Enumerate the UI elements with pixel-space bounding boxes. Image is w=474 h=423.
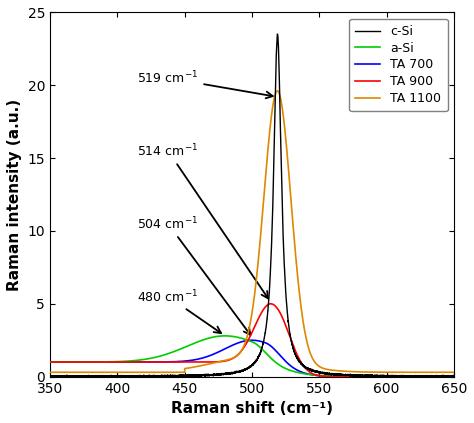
a-Si [379,374,385,379]
TA 700 [120,360,126,365]
Legend: c-Si, a-Si, TA 700, TA 900, TA 1100: c-Si, a-Si, TA 700, TA 900, TA 1100 [349,19,447,111]
TA 1100 [379,370,385,375]
TA 1100 [274,88,280,93]
a-Si [290,368,295,374]
TA 900 [47,360,53,365]
c-Si [310,368,316,373]
TA 1100 [201,363,207,368]
c-Si [120,373,126,378]
TA 1100 [451,370,457,375]
TA 1100 [290,213,295,218]
TA 700 [451,374,457,379]
c-Si [274,32,280,37]
TA 900 [348,374,354,379]
Text: 480 cm$^{-1}$: 480 cm$^{-1}$ [137,288,221,333]
c-Si [48,374,54,379]
TA 900 [290,341,295,346]
TA 1100 [310,356,316,361]
Text: 504 cm$^{-1}$: 504 cm$^{-1}$ [137,215,250,335]
TA 700 [348,374,354,379]
TA 900 [120,360,126,365]
TA 1100 [120,370,126,375]
TA 700 [201,355,207,360]
TA 700 [379,374,385,379]
X-axis label: Raman shift (cm⁻¹): Raman shift (cm⁻¹) [171,401,333,416]
a-Si [120,359,126,364]
Text: 519 cm$^{-1}$: 519 cm$^{-1}$ [137,70,273,98]
a-Si [201,337,207,342]
c-Si [451,374,457,379]
TA 900 [379,374,385,379]
Line: TA 900: TA 900 [50,304,454,376]
c-Si [349,374,355,379]
TA 1100 [348,369,354,374]
Line: c-Si: c-Si [50,34,454,376]
TA 900 [451,374,457,379]
c-Si [201,372,207,377]
a-Si [222,333,228,338]
TA 1100 [47,370,53,375]
Y-axis label: Raman intensity (a.u.): Raman intensity (a.u.) [7,99,22,291]
TA 700 [47,360,53,365]
TA 700 [290,365,295,370]
Line: TA 700: TA 700 [50,340,454,376]
c-Si [290,343,295,349]
a-Si [310,372,316,377]
Line: a-Si: a-Si [50,336,454,376]
a-Si [348,374,354,379]
Text: 514 cm$^{-1}$: 514 cm$^{-1}$ [137,143,268,298]
c-Si [47,374,53,379]
TA 900 [201,360,207,365]
c-Si [379,373,385,378]
a-Si [451,374,457,379]
Line: TA 1100: TA 1100 [50,91,454,372]
TA 900 [310,371,316,376]
TA 700 [249,338,255,343]
TA 700 [310,372,316,377]
TA 900 [268,301,273,306]
a-Si [47,360,53,365]
